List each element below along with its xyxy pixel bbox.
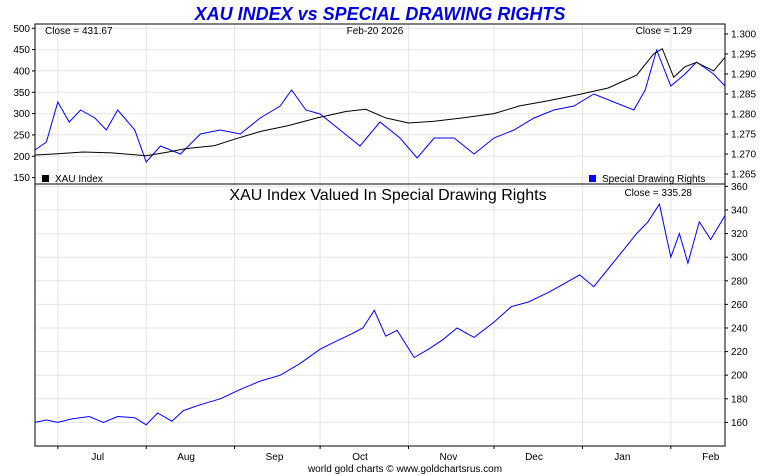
top-left-tick-label: 350	[13, 88, 30, 99]
x-axis-month-label: Oct	[352, 452, 368, 463]
top-right-tick-label: 1.275	[731, 130, 756, 141]
xau-series-line	[34, 47, 726, 157]
bottom-right-tick-label: 360	[731, 182, 748, 193]
bottom-right-tick-label: 160	[731, 418, 748, 429]
footer-credit: world gold charts © www.goldchartsrus.co…	[307, 464, 502, 475]
top-close-right: Close = 1.29	[636, 26, 693, 37]
top-left-tick-label: 500	[13, 24, 30, 35]
top-right-tick-label: 1.280	[731, 110, 756, 121]
bottom-right-tick-label: 220	[731, 347, 748, 358]
bottom-right-tick-label: 340	[731, 205, 748, 216]
bottom-right-axis: 160 180 200 220 240 260 280 300 320 340 360	[725, 182, 748, 429]
top-left-tick-label: 300	[13, 109, 30, 120]
x-axis: Jul Aug Sep Oct Nov Dec Jan Feb	[57, 446, 720, 463]
bottom-panel: 160 180 200 220 240 260 280 300 320 340 360 XAU In…	[34, 182, 748, 447]
top-close-left: Close = 431.67	[45, 26, 113, 37]
legend-sdr-label: Special Drawing Rights	[602, 174, 705, 185]
top-panel: 150 200 250 300 350 400 450 500 1.265 1.270 1.275…	[13, 23, 756, 185]
xau-in-sdr-series-line	[34, 202, 726, 426]
top-left-tick-label: 250	[13, 130, 30, 141]
top-right-tick-label: 1.285	[731, 90, 756, 101]
top-left-tick-label: 450	[13, 45, 30, 56]
chart-title: XAU INDEX vs SPECIAL DRAWING RIGHTS	[194, 4, 566, 24]
top-right-axis: 1.265 1.270 1.275 1.280 1.285 1.290 1.295 1.300	[725, 30, 756, 181]
legend-xau-label: XAU Index	[55, 174, 103, 185]
x-axis-month-label: Sep	[266, 452, 284, 463]
top-left-tick-label: 200	[13, 152, 30, 163]
top-panel-frame	[34, 23, 726, 185]
x-axis-month-label: Jul	[91, 452, 104, 463]
top-left-tick-label: 400	[13, 66, 30, 77]
x-axis-month-label: Nov	[440, 452, 458, 463]
bottom-panel-frame	[34, 183, 726, 447]
top-right-tick-label: 1.290	[731, 70, 756, 81]
top-left-tick-label: 150	[13, 173, 30, 184]
top-grid	[35, 24, 725, 184]
x-axis-month-label: Dec	[525, 452, 543, 463]
top-right-tick-label: 1.295	[731, 50, 756, 61]
x-axis-month-label: Jan	[614, 452, 630, 463]
sdr-series-line	[34, 48, 726, 163]
x-axis-month-label: Feb	[702, 452, 720, 463]
top-right-tick-label: 1.265	[731, 170, 756, 181]
bottom-right-tick-label: 320	[731, 229, 748, 240]
bottom-close: Close = 335.28	[624, 188, 692, 199]
bottom-right-tick-label: 260	[731, 300, 748, 311]
top-left-axis: 150 200 250 300 350 400 450 500	[13, 24, 35, 184]
bottom-right-tick-label: 300	[731, 253, 748, 264]
top-date: Feb-20 2026	[347, 26, 404, 37]
x-axis-month-label: Aug	[177, 452, 195, 463]
bottom-right-tick-label: 280	[731, 276, 748, 287]
bottom-right-tick-label: 200	[731, 371, 748, 382]
legend-xau-swatch	[42, 175, 49, 182]
bottom-right-tick-label: 180	[731, 394, 748, 405]
bottom-subtitle: XAU Index Valued In Special Drawing Righ…	[229, 187, 546, 204]
bottom-grid	[35, 184, 725, 446]
top-right-tick-label: 1.270	[731, 150, 756, 161]
top-right-tick-label: 1.300	[731, 30, 756, 41]
legend-sdr-swatch	[589, 175, 596, 182]
bottom-right-tick-label: 240	[731, 323, 748, 334]
